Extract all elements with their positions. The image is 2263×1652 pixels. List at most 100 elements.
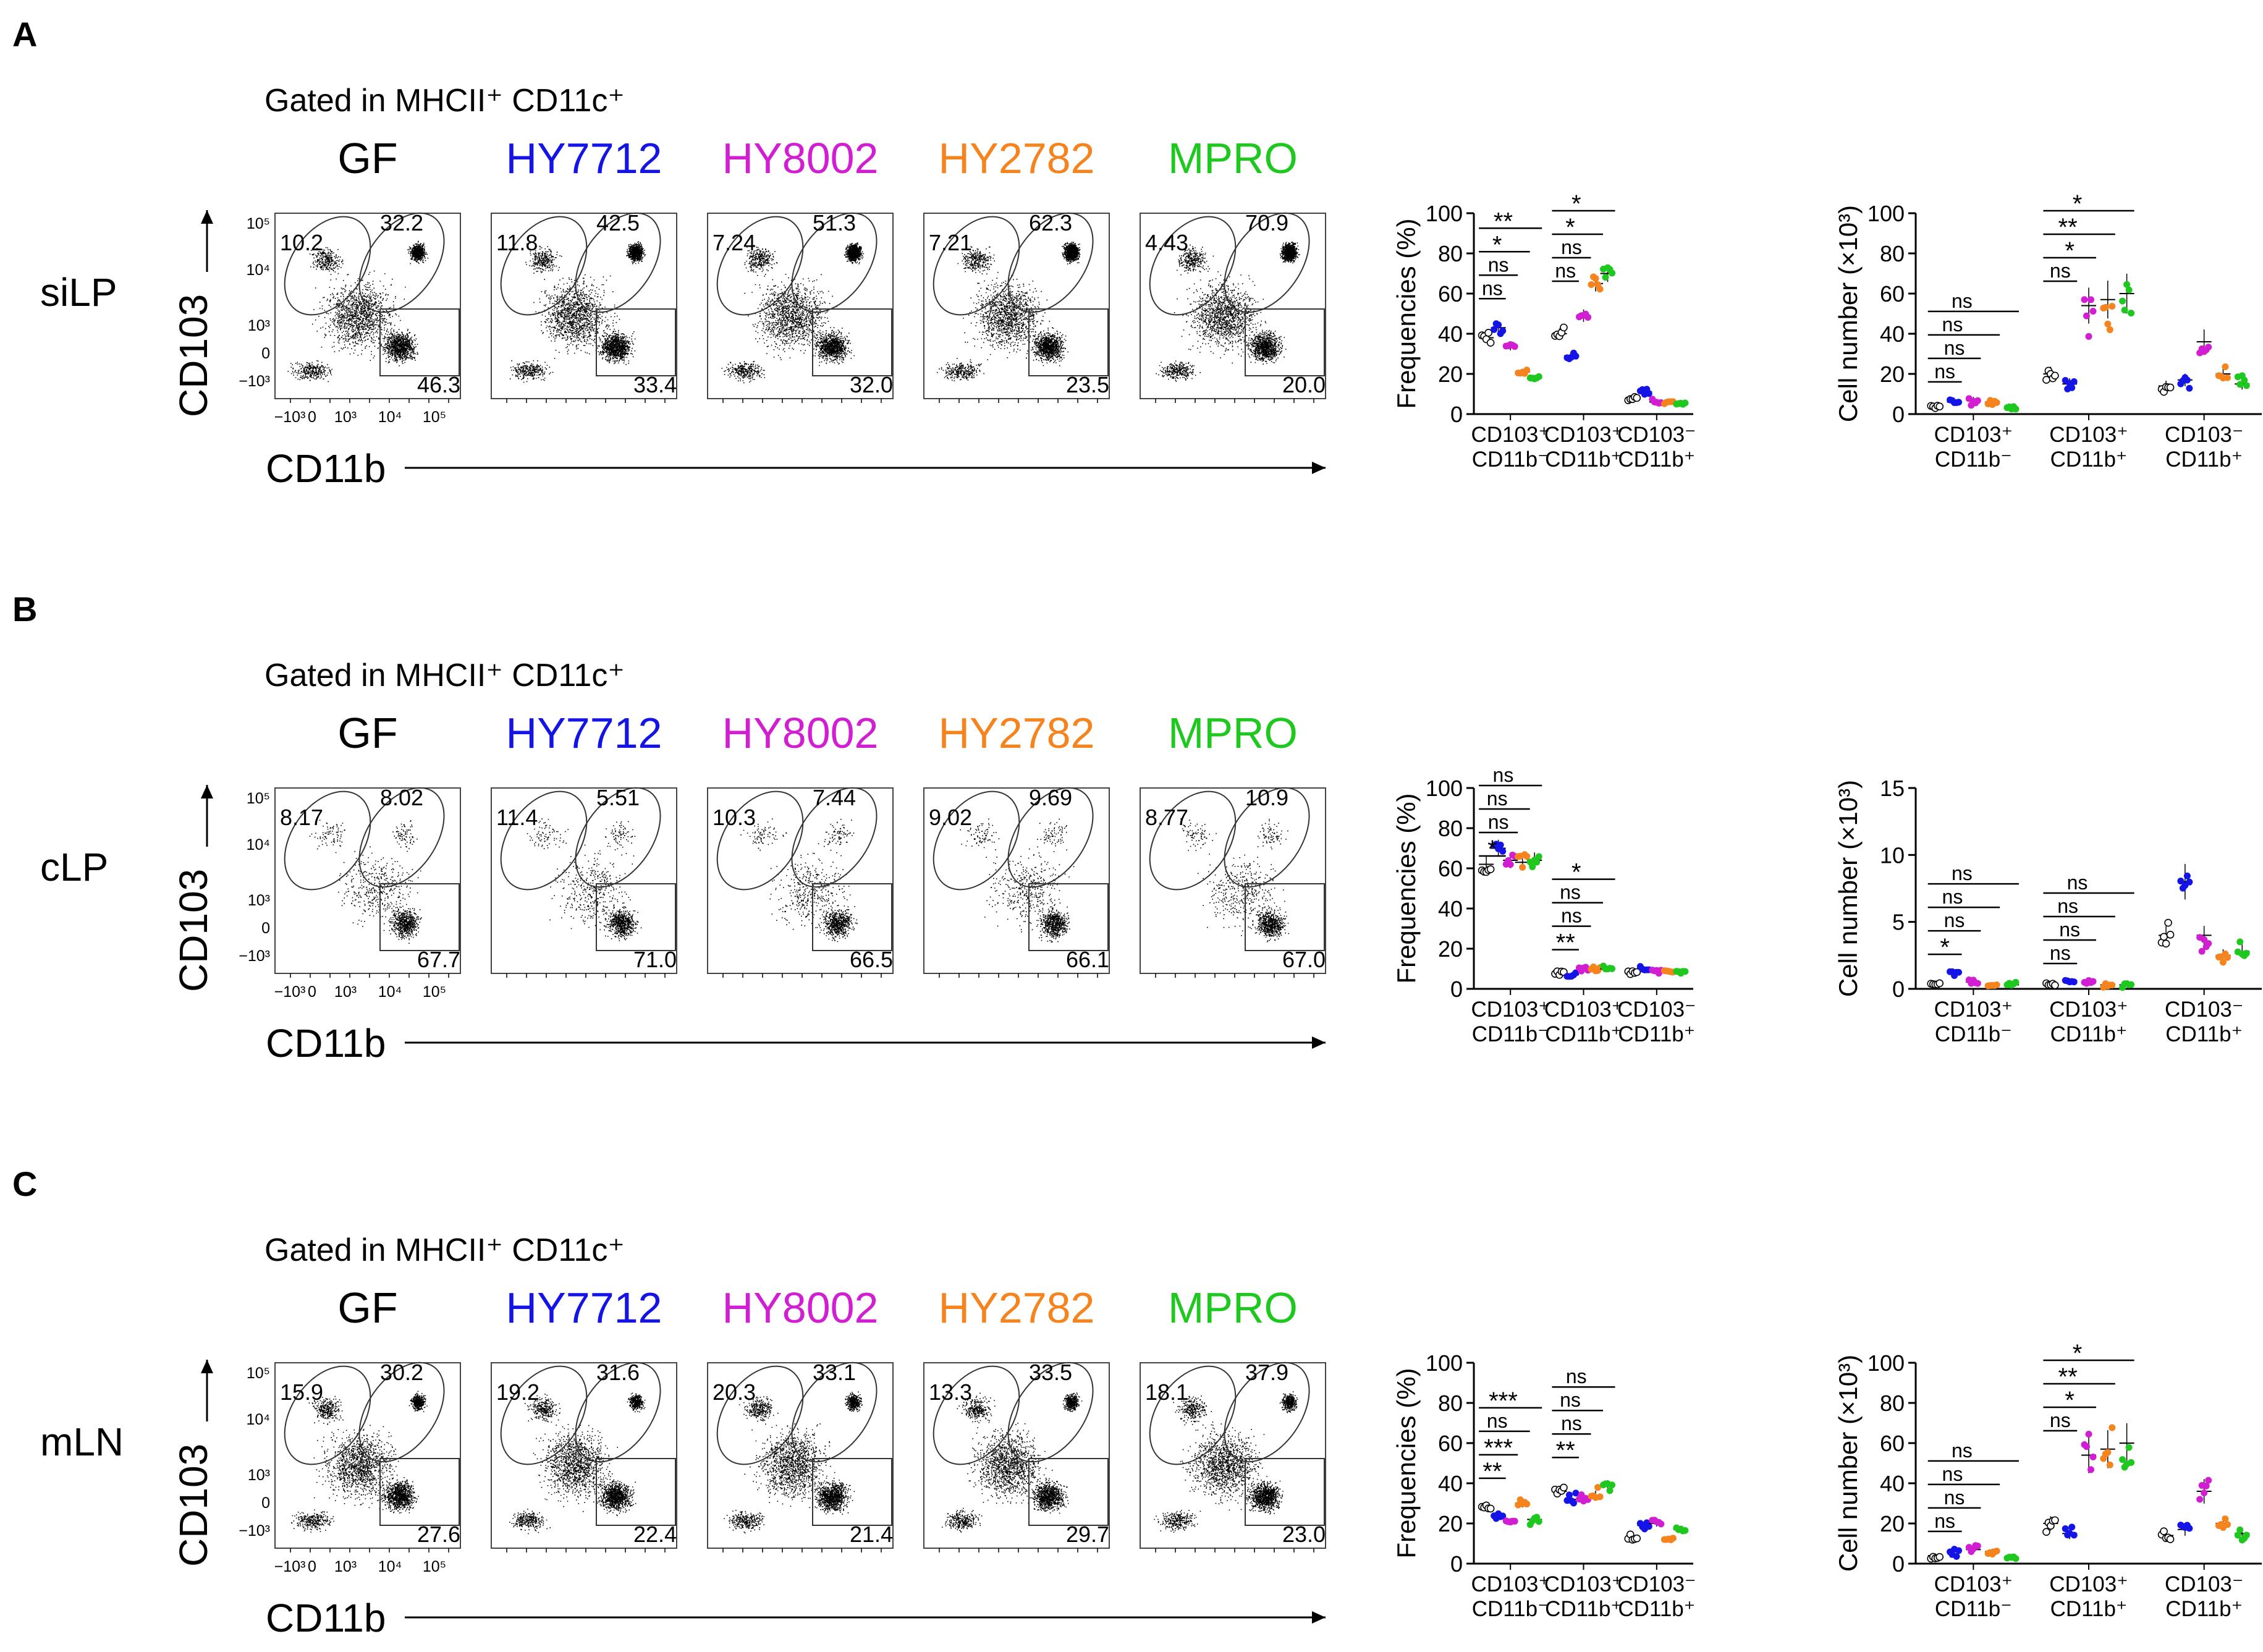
flow-plot: 18.1 37.9 23.0 xyxy=(1140,1360,1326,1552)
flow-x-tick-label: −10³ xyxy=(274,1558,306,1575)
group-title: MPRO xyxy=(1168,1284,1298,1332)
sig-label: ns xyxy=(2059,918,2080,941)
group-title: MPRO xyxy=(1168,134,1298,182)
data-point xyxy=(2012,978,2020,986)
flow-dots xyxy=(309,820,422,944)
category-label: CD103⁻ xyxy=(2165,998,2243,1022)
panel-letter: A xyxy=(12,15,37,54)
data-point xyxy=(1535,1518,1542,1525)
flow-dots xyxy=(1156,241,1300,382)
data-point xyxy=(1993,399,2000,406)
gate-value-lower-box: 71.0 xyxy=(633,947,677,972)
chart-y-tick-label: 100 xyxy=(1868,201,1905,226)
chart-y-tick-label: 0 xyxy=(1892,1551,1905,1577)
data-point xyxy=(2109,981,2116,989)
gate-value-upper-left: 10.2 xyxy=(280,230,323,255)
chart-y-tick-label: 40 xyxy=(1438,896,1463,921)
category-label: CD11b⁻ xyxy=(1935,1022,2012,1046)
data-point xyxy=(2186,878,2193,886)
flow-x-tick-label: 0 xyxy=(308,983,316,1001)
flow-y-arrow-head xyxy=(201,210,213,224)
data-point xyxy=(2042,1528,2050,1536)
flow-plot: 7.24 51.3 32.0 xyxy=(707,210,894,403)
group-title: HY7712 xyxy=(506,134,662,182)
sig-label: ns xyxy=(1944,1486,1965,1509)
data-point xyxy=(1523,366,1531,374)
group-title: GF xyxy=(337,1284,397,1332)
category-label: CD103⁻ xyxy=(2165,423,2243,447)
data-point xyxy=(1499,327,1507,334)
group-title: HY8002 xyxy=(722,134,879,182)
sig-label: ** xyxy=(1556,1437,1575,1464)
category-label: CD11b⁻ xyxy=(1472,1022,1549,1046)
flow-frame xyxy=(1140,213,1326,399)
data-point xyxy=(1484,329,1492,337)
data-point xyxy=(2051,981,2059,989)
category-label: CD11b⁻ xyxy=(1472,1597,1549,1621)
data-point xyxy=(2089,308,2097,315)
group-title: GF xyxy=(337,134,397,182)
category-label: CD11b⁻ xyxy=(1472,447,1549,472)
data-point xyxy=(2164,918,2172,927)
gate-value-upper-right: 33.5 xyxy=(1029,1360,1072,1385)
panel-letter: B xyxy=(12,590,37,629)
chart-y-tick-label: 100 xyxy=(1426,776,1463,801)
sig-label: ns xyxy=(2067,871,2088,894)
gate-value-upper-right: 31.6 xyxy=(596,1360,640,1385)
category-label: CD103⁺ xyxy=(1544,423,1623,447)
data-point xyxy=(2198,947,2206,955)
data-point xyxy=(1645,1523,1652,1530)
flow-y-arrow-head xyxy=(201,785,213,798)
flow-x-tick-label: 10⁴ xyxy=(378,1558,402,1575)
data-point xyxy=(2196,1496,2204,1503)
sig-label: ns xyxy=(1488,253,1509,276)
category-label: CD11b⁻ xyxy=(1935,447,2012,472)
gate-value-upper-right: 51.3 xyxy=(813,210,856,235)
gate-value-upper-left: 18.1 xyxy=(1145,1379,1188,1405)
sig-label: ns xyxy=(1952,1439,1973,1462)
flow-plot: 19.2 31.6 22.4 xyxy=(491,1360,677,1552)
flow-frame xyxy=(923,787,1110,974)
data-point xyxy=(2083,1443,2090,1451)
flow-frame xyxy=(491,1362,677,1549)
sig-label: * xyxy=(1487,836,1497,863)
sig-label: ns xyxy=(1488,811,1509,833)
data-point xyxy=(1486,1504,1495,1513)
flow-x-tick-label: 0 xyxy=(308,409,316,426)
gate-value-lower-box: 66.5 xyxy=(850,947,893,972)
gate-value-upper-left: 8.17 xyxy=(280,805,323,830)
flow-y-axis-title: CD103 xyxy=(171,1444,216,1567)
sig-label: ns xyxy=(1952,862,1973,884)
flow-y-axis-title: CD103 xyxy=(171,294,216,417)
data-point xyxy=(2106,326,2113,333)
data-point xyxy=(1519,863,1526,871)
flow-y-tick-label: 0 xyxy=(261,345,270,362)
data-point xyxy=(1507,861,1514,868)
sig-label: ns xyxy=(2050,1409,2071,1431)
gate-value-upper-right: 7.44 xyxy=(813,785,856,810)
data-point xyxy=(1535,853,1542,860)
flow-dots xyxy=(721,242,865,384)
gate-value-lower-box: 66.1 xyxy=(1066,947,1109,972)
gate-value-lower-box: 27.6 xyxy=(417,1522,460,1547)
data-point xyxy=(2087,296,2094,303)
data-point xyxy=(1955,399,1963,406)
chart-y-tick-label: 80 xyxy=(1438,241,1463,266)
flow-x-tick-label: −10³ xyxy=(274,409,306,426)
gate-value-lower-box: 20.0 xyxy=(1282,372,1326,397)
data-point xyxy=(2104,320,2112,328)
gate-value-upper-right: 9.69 xyxy=(1029,785,1072,810)
sig-label: ns xyxy=(1560,1389,1581,1411)
data-point xyxy=(1511,1517,1518,1525)
data-point xyxy=(1935,1552,1944,1561)
group-title: HY8002 xyxy=(722,1284,879,1332)
data-point xyxy=(1596,1493,1604,1501)
gate-value-upper-right: 8.02 xyxy=(380,785,423,810)
chart-y-tick-label: 5 xyxy=(1892,910,1905,935)
chart-y-tick-label: 0 xyxy=(1450,976,1463,1002)
data-point xyxy=(1588,281,1595,289)
flow-dots xyxy=(291,1391,428,1533)
